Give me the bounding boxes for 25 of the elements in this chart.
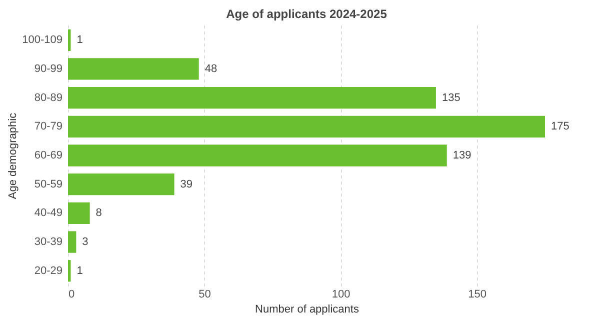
data-label: 139 xyxy=(452,150,472,162)
data-label: 175 xyxy=(551,120,570,133)
y-tick-label: 50-59 xyxy=(34,178,62,190)
y-tick-label: 80-89 xyxy=(34,92,62,104)
y-tick-label: 70-79 xyxy=(34,120,62,133)
data-label: 1 xyxy=(76,264,83,277)
y-axis-title: Age demographic xyxy=(7,112,20,200)
x-tick-label: 150 xyxy=(468,288,487,300)
y-tick-label: 30-39 xyxy=(34,236,62,248)
x-axis-title: Number of applicants xyxy=(255,304,360,316)
y-tick-label: 20-29 xyxy=(34,264,62,277)
data-label: 3 xyxy=(82,236,88,248)
x-tick-label: 100 xyxy=(332,288,350,300)
data-label: 1 xyxy=(76,34,83,46)
y-tick-label: 100-109 xyxy=(22,34,62,46)
y-tick-label: 90-99 xyxy=(34,62,62,75)
data-label: 135 xyxy=(442,92,460,104)
x-tick-label: 0 xyxy=(68,288,75,300)
x-tick-label: 50 xyxy=(198,288,211,300)
data-label: 48 xyxy=(204,62,218,75)
chart-title: Age of applicants 2024-2025 xyxy=(226,7,388,21)
y-tick-label: 40-49 xyxy=(34,207,62,220)
data-label: 8 xyxy=(96,207,102,220)
y-tick-label: 60-69 xyxy=(34,150,62,162)
data-label: 39 xyxy=(180,178,193,190)
